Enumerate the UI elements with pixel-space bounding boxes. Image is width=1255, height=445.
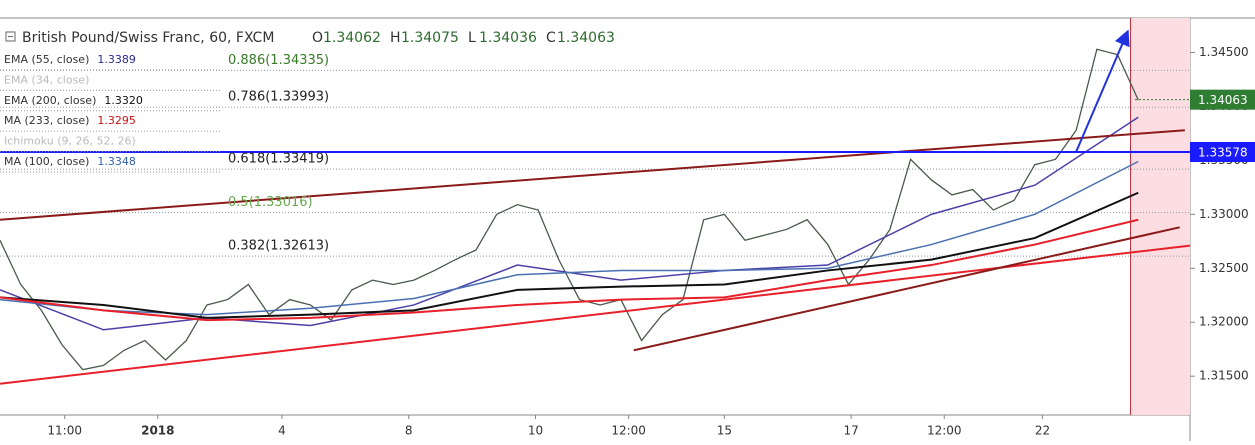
indicator-name: MA (233, close) (4, 114, 89, 127)
x-tick-label: 15 (717, 424, 732, 438)
indicator-name: EMA (200, close) (4, 94, 96, 107)
ohlc-key: C (546, 30, 556, 46)
chart-title: British Pound/Swiss Franc, 60, FXCM (22, 30, 274, 46)
x-tick-label: 4 (278, 424, 286, 438)
ma-line (0, 191, 1139, 319)
x-tick-label: 17 (843, 424, 858, 438)
ohlc-value: 1.34075 (401, 30, 459, 46)
shaded-range (1130, 18, 1190, 415)
x-tick-label: 12:00 (611, 424, 646, 438)
fib-label: 0.5(1.33016) (228, 195, 313, 210)
ohlc-key: O (312, 30, 323, 46)
ma-line (0, 218, 1139, 322)
x-tick-label: 22 (1035, 424, 1050, 438)
indicator-name: EMA (34, close) (4, 73, 89, 86)
indicator-name: EMA (55, close) (4, 53, 89, 66)
x-tick-label: 10 (528, 424, 543, 438)
trendline (633, 226, 1180, 352)
y-tick-label: 1.32000 (1199, 315, 1249, 329)
trend-arrow (1075, 29, 1130, 153)
ohlc-key: L (468, 30, 476, 46)
y-tick-label: 1.32500 (1199, 261, 1249, 275)
last-price-box (1190, 89, 1255, 110)
last-price-label: 1.34063 (1198, 93, 1248, 107)
x-tick-label: 11:00 (47, 424, 82, 438)
indicator-value: 1.3348 (97, 155, 136, 168)
trendline (0, 129, 1185, 221)
collapse-icon[interactable] (5, 31, 16, 42)
ohlc-value: 1.34062 (323, 30, 381, 46)
ma-line (0, 160, 1139, 316)
x-tick-label: 12:00 (927, 424, 962, 438)
fib-label: 0.618(1.33419) (228, 152, 329, 167)
y-tick-label: 1.31500 (1199, 369, 1249, 383)
indicator-value: 1.3389 (97, 53, 136, 66)
x-tick-label: 8 (405, 424, 413, 438)
indicator-value: 1.3295 (97, 114, 136, 127)
fib-label: 0.382(1.32613) (228, 239, 329, 254)
y-tick-label: 1.33000 (1199, 207, 1249, 221)
fib-label: 0.786(1.33993) (228, 90, 329, 105)
indicator-name: MA (100, close) (4, 155, 89, 168)
fib-label: 0.886(1.34335) (228, 53, 329, 68)
x-tick-label: 2018 (141, 424, 174, 438)
ohlc-value: 1.34063 (557, 30, 615, 46)
hline-label-box (1190, 141, 1255, 162)
indicator-name: Ichimoku (9, 26, 52, 26) (4, 135, 136, 148)
price-line (0, 48, 1139, 371)
hline-label: 1.33578 (1198, 145, 1248, 159)
y-tick-label: 1.34500 (1199, 45, 1249, 59)
indicator-value: 1.3320 (104, 94, 143, 107)
ohlc-value: 1.34036 (479, 30, 537, 46)
ohlc-key: H (390, 30, 401, 46)
